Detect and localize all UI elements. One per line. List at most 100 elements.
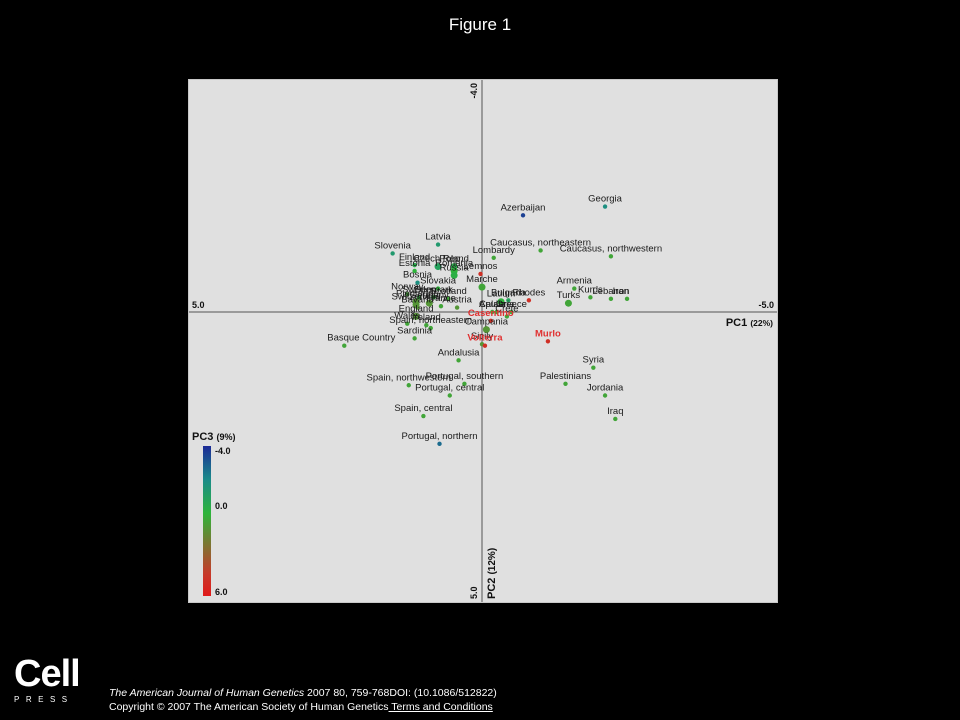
label-azerbaijan: Azerbaijan — [501, 202, 546, 213]
point-volterra — [482, 343, 488, 348]
label-kurds: Kurds — [578, 284, 603, 295]
point-crete — [504, 314, 510, 319]
point-spain-northwestern — [406, 383, 411, 388]
logo-sub: PRESS — [14, 695, 74, 704]
label-slovenia: Slovenia — [374, 240, 411, 251]
label-andalusia: Andalusia — [438, 347, 480, 358]
point-denmark — [431, 295, 436, 300]
label-basque-country: Basque Country — [327, 333, 395, 344]
label-england: England — [399, 303, 434, 314]
point-austria — [454, 305, 460, 310]
point-greece — [509, 309, 514, 315]
label-austria: Austria — [442, 295, 472, 306]
point-marche — [478, 283, 486, 291]
label-finland: Finland — [399, 252, 430, 263]
point-iran — [624, 296, 630, 302]
label-murlo: Murlo — [535, 328, 561, 339]
point-caucasus-northwestern — [608, 254, 614, 259]
label-poland: Poland — [439, 254, 469, 265]
point-georgia — [602, 204, 608, 209]
point-lombardy — [491, 255, 496, 260]
point-latium — [497, 298, 505, 306]
label-estonia: Estonia — [399, 258, 431, 269]
point-spain-northeastern — [428, 325, 433, 331]
label-iran: Iran — [613, 286, 629, 297]
pc3-legend-title: PC3 (9%) — [192, 431, 235, 443]
label-france: France — [426, 293, 456, 304]
point-bosnia — [415, 280, 420, 285]
copyright-line: Copyright © 2007 The American Society of… — [109, 700, 497, 714]
label-casentino: Casentino — [468, 308, 514, 319]
label-norway: Norway — [391, 281, 423, 292]
point-germany — [425, 299, 433, 307]
pca-scatter-plot: 5.0 -5.0 PC1 (22%) -4.0 5.0 PC2 (12%) Georgia… — [188, 79, 778, 603]
label-slovakia: Slovakia — [420, 276, 457, 287]
pc1-axis-title: PC1 (22%) — [726, 317, 773, 329]
point-estonia — [412, 268, 417, 274]
label-crete: Crete — [495, 303, 518, 314]
point-turks — [564, 299, 572, 307]
point-jordania — [602, 393, 608, 398]
label-spain-central: Spain, central — [394, 403, 452, 414]
label-bosnia: Bosnia — [403, 270, 433, 281]
label-russia: Russia — [440, 262, 470, 273]
label-spain-northeastern: Spain, northeastern — [389, 315, 472, 326]
point-wales — [405, 321, 410, 326]
citation-line: The American Journal of Human Genetics 2… — [109, 686, 497, 700]
label-czech-rep-: Czech Rep. — [413, 254, 463, 265]
label-wales: Wales — [394, 311, 420, 322]
point-bavaria — [415, 305, 420, 310]
point-lebanon — [608, 296, 614, 302]
pc2-bottom-label: 5.0 — [469, 586, 479, 599]
label-calabria: Calabria — [479, 299, 515, 310]
point-slovakia — [435, 286, 441, 291]
label-sicily: Sicily — [471, 331, 493, 342]
point-sweden — [416, 295, 422, 300]
point-portugal-northern — [437, 441, 442, 447]
pc2-axis-title: PC2 (12%) — [486, 548, 498, 599]
pc1-left-label: 5.0 — [192, 300, 205, 310]
chart-canvas: 5.0 -5.0 PC1 (22%) -4.0 5.0 PC2 (12%) Georgia… — [189, 80, 777, 602]
figure-title: Figure 1 — [448, 15, 512, 34]
label-spain-northwestern: Spain, northwestern — [367, 372, 452, 383]
terms-link[interactable]: Terms and Conditions — [388, 701, 493, 713]
point-portugal-southern — [462, 381, 467, 386]
label-palestinians: Palestinians — [540, 371, 591, 382]
label-caucasus-northeastern: Caucasus, northeastern — [490, 237, 591, 248]
pc3-color-bar — [203, 446, 211, 596]
point-russia — [450, 271, 458, 279]
label-iraq: Iraq — [607, 406, 623, 417]
point-casentino — [488, 318, 493, 323]
label-piedmont: Piedmont — [396, 289, 436, 300]
label-lebanon: Lebanon — [592, 286, 629, 297]
point-basque-country — [342, 343, 347, 348]
label-sardinia: Sardinia — [397, 325, 433, 336]
point-ireland — [424, 322, 429, 328]
point-iraq — [613, 416, 618, 422]
footer: The American Journal of Human Genetics 2… — [109, 686, 497, 714]
point-spain-central — [421, 413, 426, 419]
point-andalusia — [456, 358, 461, 363]
pc1-right-label: -5.0 — [758, 300, 774, 310]
label-ireland: Ireland — [412, 312, 441, 323]
point-lemnos — [478, 271, 483, 277]
label-germany: Germany — [410, 290, 449, 301]
label-romania: Romania — [435, 258, 474, 269]
cell-press-logo: Cell PRESS — [14, 655, 81, 704]
point-azerbaijan — [520, 213, 526, 218]
pc3-tick-mid: 0.0 — [215, 501, 228, 511]
label-apulia: Apulia — [479, 299, 506, 310]
point-caucasus-northeastern — [538, 248, 543, 253]
pc3-tick-bottom: 6.0 — [215, 587, 228, 597]
label-portugal-southern: Portugal, southern — [426, 371, 504, 382]
label-latvia: Latvia — [425, 232, 451, 243]
label-bulgaria: Bulgaria — [491, 287, 527, 298]
point-apulia — [490, 309, 495, 315]
label-turks: Turks — [557, 290, 581, 301]
label-georgia: Georgia — [588, 194, 623, 205]
label-marche: Marche — [466, 274, 498, 285]
point-palestinians — [563, 381, 568, 386]
point-rhodes — [526, 298, 532, 303]
pc3-tick-top: -4.0 — [215, 446, 231, 456]
label-jordania: Jordania — [587, 383, 624, 394]
